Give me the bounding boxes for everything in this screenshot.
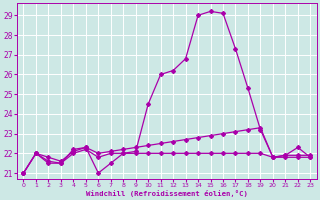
X-axis label: Windchill (Refroidissement éolien,°C): Windchill (Refroidissement éolien,°C) [86, 190, 248, 197]
